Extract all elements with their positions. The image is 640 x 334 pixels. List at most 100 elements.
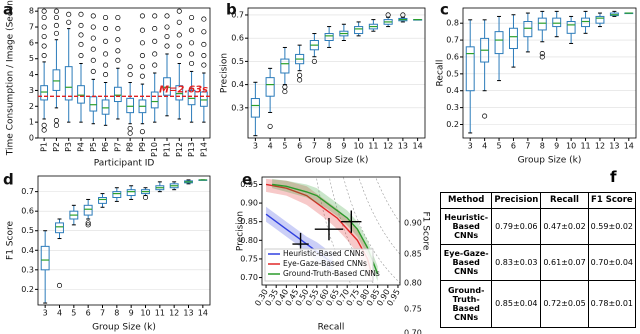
outlier: [139, 64, 145, 70]
y-tick-label: 0.85: [240, 217, 258, 226]
header-row: Method Precision Recall F1 Score: [439, 192, 637, 209]
panel-letter: b: [226, 1, 237, 19]
outlier: [189, 60, 195, 67]
cell: Heuristic-Based CNNs: [439, 207, 493, 245]
row: Heuristic-Based CNNs 0.79±0.06 0.47±0.02…: [439, 207, 637, 245]
confidence-band: [272, 178, 378, 282]
y-tick-label: 0: [29, 134, 34, 143]
outlier: [127, 64, 133, 70]
panel-letter: d: [3, 171, 14, 189]
confidence-band: [266, 178, 372, 282]
outlier: [282, 89, 288, 95]
x-tick-label: 10: [140, 309, 150, 318]
y-axis-label: Time Consumption / Image (Second): [6, 0, 16, 156]
outlier: [152, 38, 158, 44]
box: [324, 33, 334, 41]
outlier: [176, 53, 182, 59]
box: [537, 17, 547, 31]
cell: 0.47±0.02: [540, 207, 589, 245]
box: [163, 77, 171, 96]
x-tick-label: 13: [398, 142, 408, 151]
x-tick-label: 6: [297, 142, 302, 151]
box: [64, 66, 73, 101]
outlier: [164, 13, 170, 19]
outlier: [103, 26, 109, 32]
y2-tick-label: 0.75: [404, 305, 422, 314]
results-table: Method Precision Recall F1 Score Heurist…: [439, 192, 637, 329]
outlier: [41, 14, 47, 21]
y2-tick-label: 0.70: [404, 329, 422, 334]
x-tick-label: 12: [169, 309, 179, 318]
x-tick-label: 11: [368, 142, 378, 151]
x-tick-label: 10: [566, 142, 576, 151]
header-cell: Recall: [540, 192, 589, 209]
box: [83, 204, 93, 216]
outlier: [41, 127, 47, 133]
y-tick-label: 0.4: [21, 246, 34, 255]
x-tick-label: 14: [413, 142, 423, 151]
panel-letter: e: [242, 171, 252, 189]
y-tick-label: 0.6: [21, 207, 34, 216]
y-tick-label: 0.5: [446, 69, 459, 78]
plot-frame: [37, 7, 211, 139]
outlier: [176, 32, 182, 38]
x-axis-label: Recall: [318, 323, 345, 333]
outlier: [115, 57, 121, 63]
y-tick-label: 0.6: [231, 34, 244, 43]
box: [40, 245, 50, 271]
x-tick-label: 9: [554, 142, 559, 151]
outlier: [164, 43, 170, 49]
plot-frame: [247, 7, 426, 139]
y-tick-label: 0.90: [240, 199, 258, 208]
outlier: [539, 54, 545, 60]
box: [465, 46, 475, 92]
cell: 0.79±0.06: [491, 207, 542, 245]
outlier: [311, 58, 317, 64]
y2-axis-label: F1 Score: [421, 212, 431, 251]
y-tick-label: 5: [29, 54, 34, 63]
f1-isoline: [316, 177, 352, 285]
box: [52, 69, 61, 91]
x-tick-label: P3: [64, 142, 73, 152]
y-axis-label: Recall: [436, 60, 446, 87]
y-tick-label: 0.7: [21, 187, 34, 196]
outlier: [90, 57, 96, 63]
outlier: [53, 122, 59, 128]
f1-isoline: [375, 177, 400, 223]
plot-frame: [462, 7, 637, 139]
outlier: [139, 13, 145, 19]
outlier: [201, 29, 207, 35]
x-tick-label: P7: [113, 142, 122, 152]
outlier: [385, 12, 391, 18]
box: [98, 197, 107, 204]
cell: 0.78±0.01: [587, 279, 637, 329]
x-tick-label: 9: [341, 142, 346, 151]
y2-tick-label: 0.85: [404, 250, 422, 259]
y-tick-label: 0.6: [446, 52, 459, 61]
x-tick-label: 11: [580, 142, 590, 151]
x-tick-label: 8: [114, 309, 119, 318]
y-axis-label: F1 Score: [6, 221, 16, 260]
x-tick-label: 10: [354, 142, 364, 151]
cell: 0.59±0.02: [587, 207, 637, 245]
x-tick-label: P2: [52, 142, 61, 152]
header-cell: Method: [439, 192, 493, 209]
box: [265, 77, 275, 97]
y2-tick-label: 0.90: [404, 218, 422, 227]
box: [112, 191, 122, 199]
box: [150, 91, 159, 109]
x-tick-label: P14: [199, 142, 208, 157]
outlier: [115, 14, 121, 21]
outlier: [41, 122, 47, 128]
x-tick-label: 9: [129, 309, 134, 318]
x-tick-label: 12: [595, 142, 605, 151]
x-tick-label: P5: [89, 142, 98, 152]
x-tick-label: P11: [163, 142, 172, 157]
x-tick-label: P13: [187, 142, 196, 157]
header-cell: F1 Score: [587, 192, 637, 209]
outlier: [53, 118, 59, 124]
box: [566, 21, 576, 34]
y-tick-label: 2: [29, 102, 34, 111]
y-tick-label: 0.3: [446, 103, 459, 112]
